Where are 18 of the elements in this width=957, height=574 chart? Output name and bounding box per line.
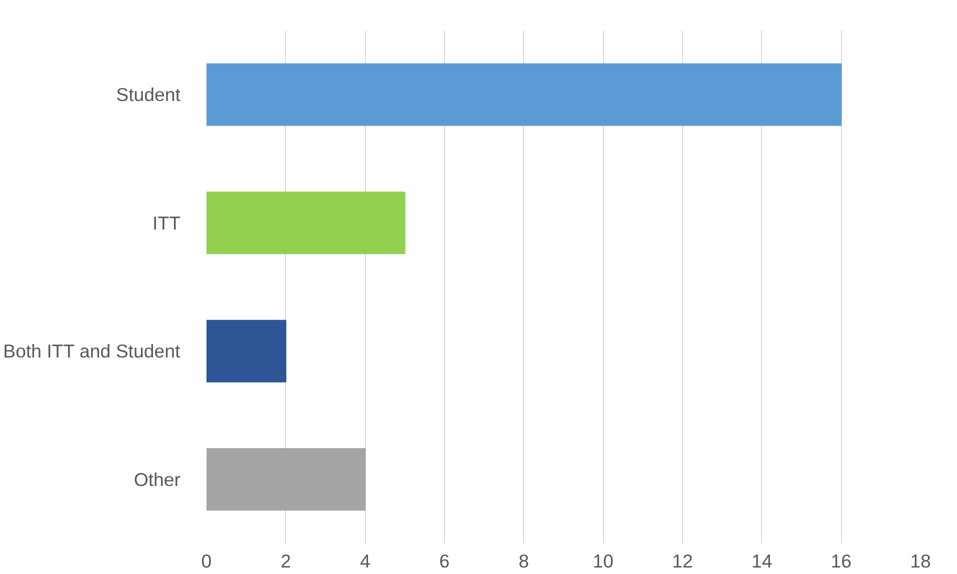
y-tick-label: Student (116, 84, 182, 106)
x-tick-label: 0 (201, 550, 212, 572)
x-tick-label: 2 (280, 550, 292, 572)
bar (206, 192, 406, 254)
y-tick-label: Other (134, 468, 181, 490)
y-tick-label: Both ITT and Student (3, 340, 181, 362)
bar (206, 63, 842, 126)
x-tick-label: 8 (518, 550, 530, 572)
x-tick-label: 6 (439, 550, 450, 572)
x-tick-label: 18 (910, 550, 931, 572)
bar (206, 448, 366, 511)
bar (206, 320, 286, 382)
x-tick-label: 4 (360, 550, 370, 572)
x-tick-label: 14 (751, 550, 772, 572)
y-tick-label: ITT (152, 212, 181, 234)
x-tick-label: 12 (672, 550, 693, 572)
x-tick-label: 10 (592, 550, 614, 572)
x-tick-label: 16 (830, 550, 852, 572)
